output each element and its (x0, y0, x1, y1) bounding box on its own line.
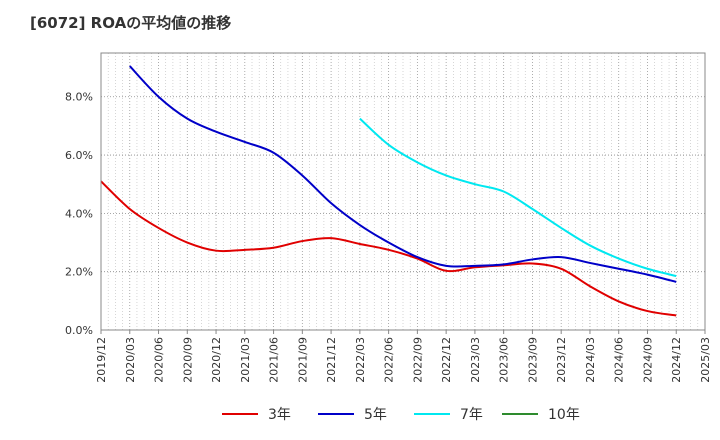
legend-label: 7年 (460, 407, 483, 423)
y-tick-label: 4.0% (65, 207, 93, 220)
x-tick-label: 2024/06 (613, 337, 626, 383)
x-tick-label: 2022/06 (383, 337, 396, 383)
x-tick-label: 2023/06 (498, 337, 511, 383)
legend-swatch (502, 413, 538, 415)
legend-label: 3年 (268, 407, 291, 423)
legend: 3年 5年 7年 10年 (0, 400, 720, 430)
legend-swatch (318, 413, 354, 415)
x-tick-label: 2021/12 (325, 337, 338, 383)
x-tick-label: 2024/12 (670, 337, 683, 383)
legend-item: 10年 (502, 404, 580, 424)
legend-label: 10年 (548, 407, 580, 423)
x-axis-ticks: 2019/12 2020/03 2020/06 2020/09 2020/12 2021/… (95, 330, 712, 383)
series-lines (100, 65, 677, 317)
plot-frame (100, 52, 706, 331)
x-tick-label: 2023/03 (469, 337, 482, 383)
legend-label: 5年 (364, 407, 387, 423)
series-line-3年 (100, 180, 677, 317)
x-tick-label: 2023/09 (526, 337, 539, 383)
series-line-7年 (359, 117, 677, 278)
x-tick-label: 2024/03 (584, 337, 597, 383)
y-axis-ticks: 0.0% 2.0% 4.0% 6.0% 8.0% (65, 91, 93, 337)
y-tick-label: 6.0% (65, 149, 93, 162)
x-tick-label: 2020/06 (153, 337, 166, 383)
x-tick-label: 2020/09 (181, 337, 194, 383)
y-tick-label: 2.0% (65, 266, 93, 279)
x-tick-label: 2020/12 (210, 337, 223, 383)
legend-item: 5年 (318, 404, 387, 424)
x-tick-label: 2019/12 (95, 337, 108, 383)
y-tick-label: 0.0% (65, 324, 93, 337)
grid-lines (100, 53, 706, 331)
x-tick-label: 2021/06 (268, 337, 281, 383)
x-tick-label: 2021/03 (239, 337, 252, 383)
x-tick-label: 2022/12 (440, 337, 453, 383)
legend-swatch (222, 413, 258, 415)
x-tick-label: 2022/03 (354, 337, 367, 383)
x-tick-label: 2022/09 (411, 337, 424, 383)
legend-item: 3年 (222, 404, 291, 424)
chart-title: [6072] ROAの平均値の推移 (30, 14, 232, 32)
series-line-5年 (129, 65, 677, 283)
x-tick-label: 2025/03 (699, 337, 712, 383)
y-tick-label: 8.0% (65, 91, 93, 104)
x-tick-label: 2020/03 (124, 337, 137, 383)
legend-swatch (414, 413, 450, 415)
x-tick-label: 2023/12 (555, 337, 568, 383)
legend-item: 7年 (414, 404, 483, 424)
x-tick-label: 2021/09 (296, 337, 309, 383)
x-tick-label: 2024/09 (641, 337, 654, 383)
